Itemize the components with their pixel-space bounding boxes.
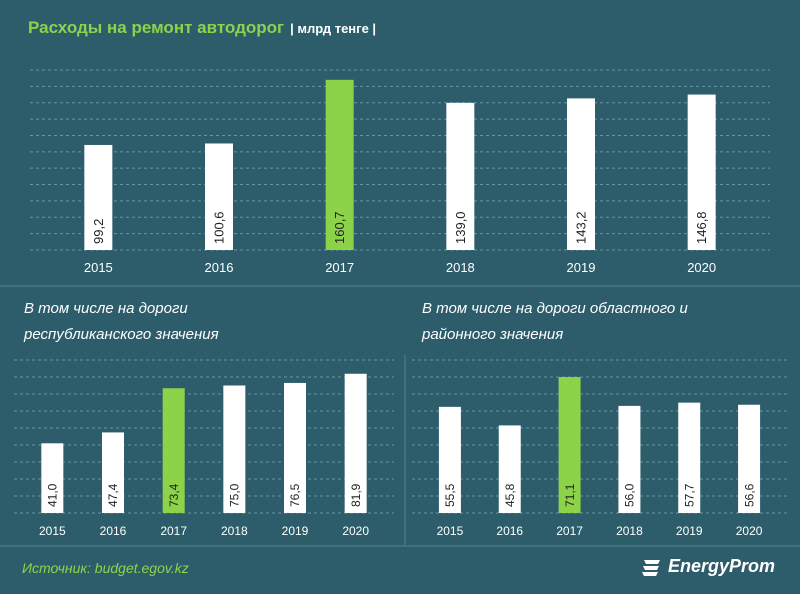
bar-2015: [41, 443, 64, 513]
value-label: 56,0: [623, 483, 637, 507]
bar-2017: [162, 388, 185, 513]
bar-2018: [446, 102, 475, 250]
main-bar-chart: 99,2 2015 100,6 2016 160,7 2017 139,0 2018 143,2…: [30, 69, 770, 275]
source-note: Источник: budget.egov.kz: [22, 560, 189, 576]
x-tick-label: 2019: [676, 524, 703, 538]
x-tick-label: 2020: [736, 524, 763, 538]
bar-2015: [438, 406, 461, 513]
bar-2016: [102, 432, 124, 513]
bar-2019: [678, 402, 701, 513]
value-label: 55,5: [443, 483, 457, 507]
bar-2018: [223, 385, 246, 513]
value-label: 146,8: [694, 211, 709, 244]
chart-title: Расходы на ремонт автодорог: [28, 18, 285, 37]
brand-logo: EnergyProm: [640, 556, 775, 577]
value-label: 99,2: [91, 219, 106, 244]
value-label: 100,6: [212, 211, 227, 244]
value-label: 56,6: [742, 483, 756, 507]
divider-vertical: [404, 355, 406, 545]
x-tick-label: 2015: [84, 260, 113, 275]
x-tick-label: 2015: [39, 524, 66, 538]
value-label: 71,1: [563, 483, 577, 507]
value-label: 47,4: [106, 483, 120, 507]
x-tick-label: 2020: [342, 524, 369, 538]
bar-2017: [558, 377, 581, 513]
x-tick-label: 2018: [221, 524, 248, 538]
value-label: 160,7: [332, 211, 347, 244]
x-tick-label: 2019: [567, 260, 596, 275]
value-label: 143,2: [574, 211, 589, 244]
x-tick-label: 2016: [496, 524, 523, 538]
bar-2018: [618, 405, 641, 513]
bar-2020: [738, 404, 761, 513]
regional-roads-chart: 55,5 2015 45,8 2016 71,1 2017 56,0 2018 57,7 2019…: [412, 359, 787, 538]
left-subtitle: В том числе на дороги республиканского з…: [24, 300, 219, 343]
republican-roads-chart: 41,0 2015 47,4 2016 73,4 2017 75,0 2018 76,5 2019…: [14, 359, 394, 538]
right-subtitle: В том числе на дороги областного и район…: [422, 300, 688, 343]
x-tick-label: 2020: [687, 260, 716, 275]
energyprom-icon: [642, 559, 660, 576]
x-tick-label: 2017: [325, 260, 354, 275]
value-label: 81,9: [349, 483, 363, 507]
x-tick-label: 2017: [556, 524, 583, 538]
brand-name: EnergyProm: [668, 556, 776, 576]
header: Расходы на ремонт автодорог | млрд тенге…: [28, 18, 376, 38]
x-tick-label: 2019: [282, 524, 309, 538]
bar-2020: [687, 94, 716, 251]
x-tick-label: 2016: [100, 524, 127, 538]
bar-2019: [567, 98, 595, 250]
value-label: 57,7: [682, 483, 696, 507]
footer-divider: [0, 545, 800, 547]
bar-2017: [325, 79, 354, 250]
x-tick-label: 2015: [437, 524, 464, 538]
value-label: 73,4: [167, 483, 181, 507]
x-tick-label: 2018: [446, 260, 475, 275]
bar-2016: [498, 425, 521, 513]
value-label: 75,0: [228, 483, 242, 507]
x-tick-label: 2017: [160, 524, 187, 538]
bar-2015: [84, 144, 113, 250]
x-tick-label: 2018: [616, 524, 643, 538]
value-label: 45,8: [503, 483, 517, 507]
bar-2016: [205, 143, 233, 250]
bar-2019: [284, 382, 306, 513]
unit-label: | млрд тенге |: [290, 21, 377, 36]
value-label: 139,0: [453, 211, 468, 244]
bar-2020: [344, 373, 367, 513]
value-label: 41,0: [46, 483, 60, 507]
value-label: 76,5: [288, 483, 302, 507]
divider: [0, 285, 800, 287]
x-tick-label: 2016: [205, 260, 234, 275]
